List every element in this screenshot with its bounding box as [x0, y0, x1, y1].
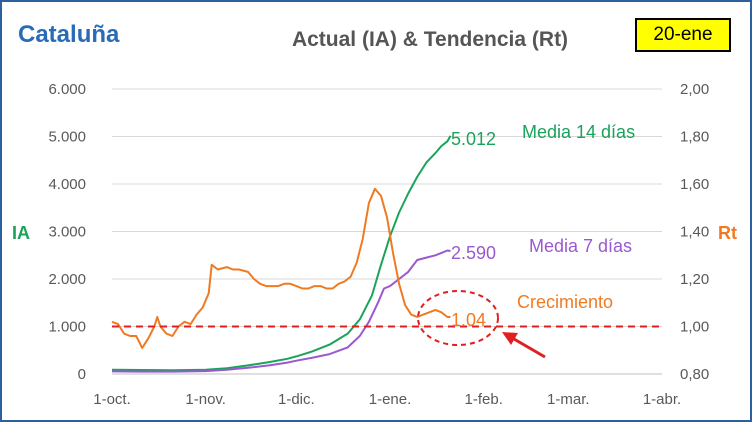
y-right-tick-label: 1,40 [680, 224, 709, 241]
x-tick-label: 1-dic. [278, 391, 315, 408]
series-line [111, 135, 452, 372]
series-lines [111, 135, 452, 373]
arrow-pointer [513, 337, 546, 359]
y-right-tick-label: 1,60 [680, 176, 709, 193]
y-left-tick-label: 5.000 [48, 129, 86, 146]
y-right-tick-label: 2,00 [680, 81, 709, 98]
series-name-label: Media 7 días [529, 236, 632, 256]
series-end-label: 1.04 [451, 310, 486, 330]
series-end-label: 2.590 [451, 243, 496, 263]
x-tick-label: 1-abr. [643, 391, 681, 408]
series-name-label: Crecimiento [517, 292, 613, 312]
series-line [111, 249, 451, 373]
region-title: Cataluña [18, 21, 120, 48]
series-name-label: Media 14 días [522, 122, 635, 142]
y-left-axis-label: IA [12, 223, 30, 243]
series-line [111, 187, 451, 349]
x-tick-label: 1-ene. [369, 391, 412, 408]
y-left-tick-label: 3.000 [48, 224, 86, 241]
arrow-head [502, 332, 518, 345]
x-tick-labels: 1-oct. 1-nov. 1-dic. 1-ene. 1-feb. 1-mar. 1-ab… [93, 391, 681, 408]
series-name-labels: Media 14 días Media 7 días Crecimiento [517, 122, 635, 312]
y-left-tick-labels: 0 1.000 2.000 3.000 4.000 5.000 6.000 [48, 81, 86, 383]
y-left-tick-label: 2.000 [48, 271, 86, 288]
date-badge: 20-ene [635, 18, 731, 52]
y-right-axis-label: Rt [718, 223, 737, 243]
x-tick-label: 1-feb. [465, 391, 503, 408]
highlight-ellipse [417, 290, 499, 346]
x-tick-label: 1-mar. [547, 391, 590, 408]
x-tick-label: 1-oct. [93, 391, 131, 408]
x-tick-label: 1-nov. [185, 391, 226, 408]
series-end-label: 5.012 [451, 129, 496, 149]
y-left-tick-label: 4.000 [48, 176, 86, 193]
y-left-tick-label: 0 [78, 366, 86, 383]
y-right-tick-label: 1,20 [680, 271, 709, 288]
y-right-tick-label: 1,00 [680, 319, 709, 336]
y-right-tick-label: 1,80 [680, 129, 709, 146]
y-left-tick-label: 1.000 [48, 319, 86, 336]
y-left-tick-label: 6.000 [48, 81, 86, 98]
series-end-labels: 5.012 2.590 1.04 [451, 129, 496, 330]
y-right-tick-label: 0,80 [680, 366, 709, 383]
chart-title: Actual (IA) & Tendencia (Rt) [292, 28, 568, 51]
y-right-tick-labels: 0,80 1,00 1,20 1,40 1,60 1,80 2,00 [680, 81, 709, 383]
